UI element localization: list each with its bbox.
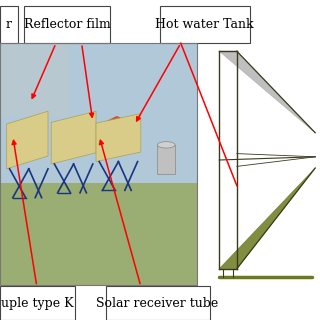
Text: r: r <box>6 18 12 31</box>
Bar <box>0 6 18 43</box>
Bar <box>0 43 197 285</box>
Polygon shape <box>6 111 48 169</box>
Polygon shape <box>51 111 96 164</box>
Bar <box>0 43 197 183</box>
Text: uple type K: uple type K <box>1 297 74 310</box>
Bar <box>0 183 197 285</box>
Bar <box>0 286 75 320</box>
Bar <box>94 127 139 145</box>
Polygon shape <box>219 168 315 269</box>
Polygon shape <box>219 51 315 133</box>
Bar <box>160 6 250 43</box>
Text: Hot water Tank: Hot water Tank <box>156 18 254 31</box>
Text: Reflector film: Reflector film <box>24 18 111 31</box>
Polygon shape <box>96 114 141 162</box>
Bar <box>0 43 69 116</box>
Bar <box>157 145 175 174</box>
Bar <box>24 6 110 43</box>
Ellipse shape <box>157 142 175 148</box>
Text: Solar receiver tube: Solar receiver tube <box>96 297 219 310</box>
Bar <box>106 286 210 320</box>
Polygon shape <box>94 116 139 127</box>
